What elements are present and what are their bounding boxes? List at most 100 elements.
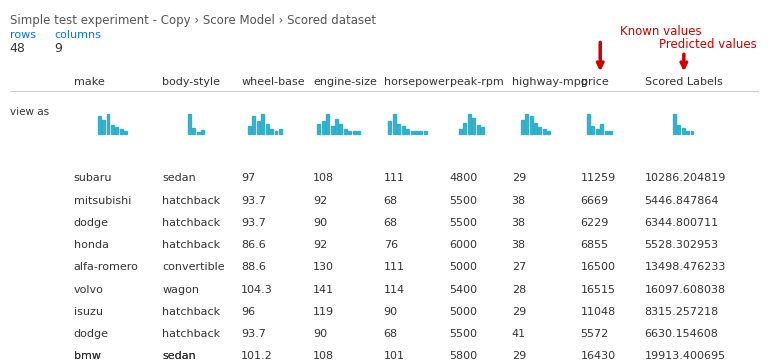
Text: 5400: 5400 bbox=[450, 285, 478, 295]
Text: 101: 101 bbox=[384, 351, 405, 361]
Bar bbox=[98, 116, 101, 134]
Text: 88.6: 88.6 bbox=[241, 262, 266, 272]
Bar bbox=[349, 131, 351, 134]
Bar bbox=[266, 124, 268, 134]
Text: Simple test experiment - Copy › Score Model › Scored dataset: Simple test experiment - Copy › Score Mo… bbox=[10, 14, 376, 27]
Bar bbox=[459, 129, 462, 134]
Bar bbox=[124, 131, 127, 134]
Text: 5446.847864: 5446.847864 bbox=[644, 196, 719, 206]
Bar bbox=[193, 128, 195, 134]
Bar bbox=[353, 131, 356, 134]
Text: sedan: sedan bbox=[162, 173, 196, 183]
Text: isuzu: isuzu bbox=[74, 307, 103, 317]
Bar bbox=[481, 127, 484, 134]
Text: sedan: sedan bbox=[162, 351, 196, 361]
Bar bbox=[344, 129, 347, 134]
Text: hatchback: hatchback bbox=[162, 196, 221, 206]
Text: hatchback: hatchback bbox=[162, 240, 221, 250]
Text: Known values: Known values bbox=[620, 25, 701, 38]
Text: Scored Labels: Scored Labels bbox=[644, 77, 722, 87]
Bar bbox=[477, 125, 480, 134]
Bar bbox=[521, 121, 523, 134]
Text: alfa-romero: alfa-romero bbox=[74, 262, 139, 272]
Bar bbox=[326, 114, 329, 134]
Bar bbox=[406, 129, 409, 134]
Text: price: price bbox=[580, 77, 608, 87]
Bar bbox=[317, 124, 321, 134]
Text: 76: 76 bbox=[384, 240, 398, 250]
Bar bbox=[322, 121, 324, 134]
Text: 16097.608038: 16097.608038 bbox=[644, 285, 725, 295]
Text: 108: 108 bbox=[313, 173, 334, 183]
Text: 11259: 11259 bbox=[580, 173, 615, 183]
Bar bbox=[388, 121, 392, 134]
Bar bbox=[682, 128, 685, 134]
Text: 141: 141 bbox=[313, 285, 334, 295]
Text: wheel-base: wheel-base bbox=[241, 77, 305, 87]
Bar bbox=[468, 114, 471, 134]
Text: 92: 92 bbox=[313, 196, 327, 206]
Text: convertible: convertible bbox=[162, 262, 225, 272]
Bar bbox=[331, 126, 334, 134]
Text: body-style: body-style bbox=[162, 77, 221, 87]
Text: hatchback: hatchback bbox=[162, 330, 221, 339]
Text: 29: 29 bbox=[512, 351, 526, 361]
Bar bbox=[279, 129, 282, 134]
Bar bbox=[257, 121, 260, 134]
Text: 6855: 6855 bbox=[580, 240, 608, 250]
Bar bbox=[609, 131, 612, 134]
Bar bbox=[538, 127, 541, 134]
Text: 6229: 6229 bbox=[580, 218, 609, 228]
Bar bbox=[261, 114, 264, 134]
Text: 68: 68 bbox=[384, 218, 398, 228]
Text: 5800: 5800 bbox=[450, 351, 478, 361]
Bar bbox=[415, 131, 418, 134]
Text: 38: 38 bbox=[512, 218, 526, 228]
Text: 130: 130 bbox=[313, 262, 334, 272]
Bar bbox=[253, 116, 255, 134]
Bar bbox=[397, 124, 400, 134]
Text: 68: 68 bbox=[384, 330, 398, 339]
Text: 13498.476233: 13498.476233 bbox=[644, 262, 726, 272]
Text: 5000: 5000 bbox=[450, 262, 477, 272]
Text: horsepower: horsepower bbox=[384, 77, 449, 87]
Text: peak-rpm: peak-rpm bbox=[450, 77, 503, 87]
Text: highway-mpg: highway-mpg bbox=[512, 77, 587, 87]
Text: 119: 119 bbox=[313, 307, 334, 317]
Text: 90: 90 bbox=[313, 330, 327, 339]
Text: make: make bbox=[74, 77, 105, 87]
Text: 96: 96 bbox=[241, 307, 255, 317]
Text: 111: 111 bbox=[384, 262, 405, 272]
Bar bbox=[410, 131, 413, 134]
Text: 93.7: 93.7 bbox=[241, 218, 266, 228]
Bar bbox=[188, 114, 191, 134]
Text: 41: 41 bbox=[512, 330, 526, 339]
Text: 38: 38 bbox=[512, 240, 526, 250]
Text: 92: 92 bbox=[313, 240, 327, 250]
Bar bbox=[591, 126, 594, 134]
Bar bbox=[115, 127, 119, 134]
Bar bbox=[270, 129, 273, 134]
Bar bbox=[393, 114, 395, 134]
Text: subaru: subaru bbox=[74, 173, 112, 183]
Bar bbox=[686, 131, 689, 134]
Text: 6344.800711: 6344.800711 bbox=[644, 218, 718, 228]
Text: 16500: 16500 bbox=[580, 262, 615, 272]
Text: 16430: 16430 bbox=[580, 351, 615, 361]
Text: 8315.257218: 8315.257218 bbox=[644, 307, 718, 317]
Text: view as: view as bbox=[10, 107, 49, 117]
Text: 10286.204819: 10286.204819 bbox=[644, 173, 726, 183]
Bar bbox=[420, 131, 423, 134]
Bar bbox=[677, 125, 680, 134]
Bar bbox=[424, 131, 427, 134]
Text: 6000: 6000 bbox=[450, 240, 477, 250]
Text: 5528.302953: 5528.302953 bbox=[644, 240, 718, 250]
Bar bbox=[601, 124, 603, 134]
Bar bbox=[197, 132, 200, 134]
Bar bbox=[548, 131, 550, 134]
Text: 114: 114 bbox=[384, 285, 405, 295]
Text: 6669: 6669 bbox=[580, 196, 608, 206]
Text: 101.2: 101.2 bbox=[241, 351, 273, 361]
Text: 104.3: 104.3 bbox=[241, 285, 273, 295]
Text: 97: 97 bbox=[241, 173, 255, 183]
